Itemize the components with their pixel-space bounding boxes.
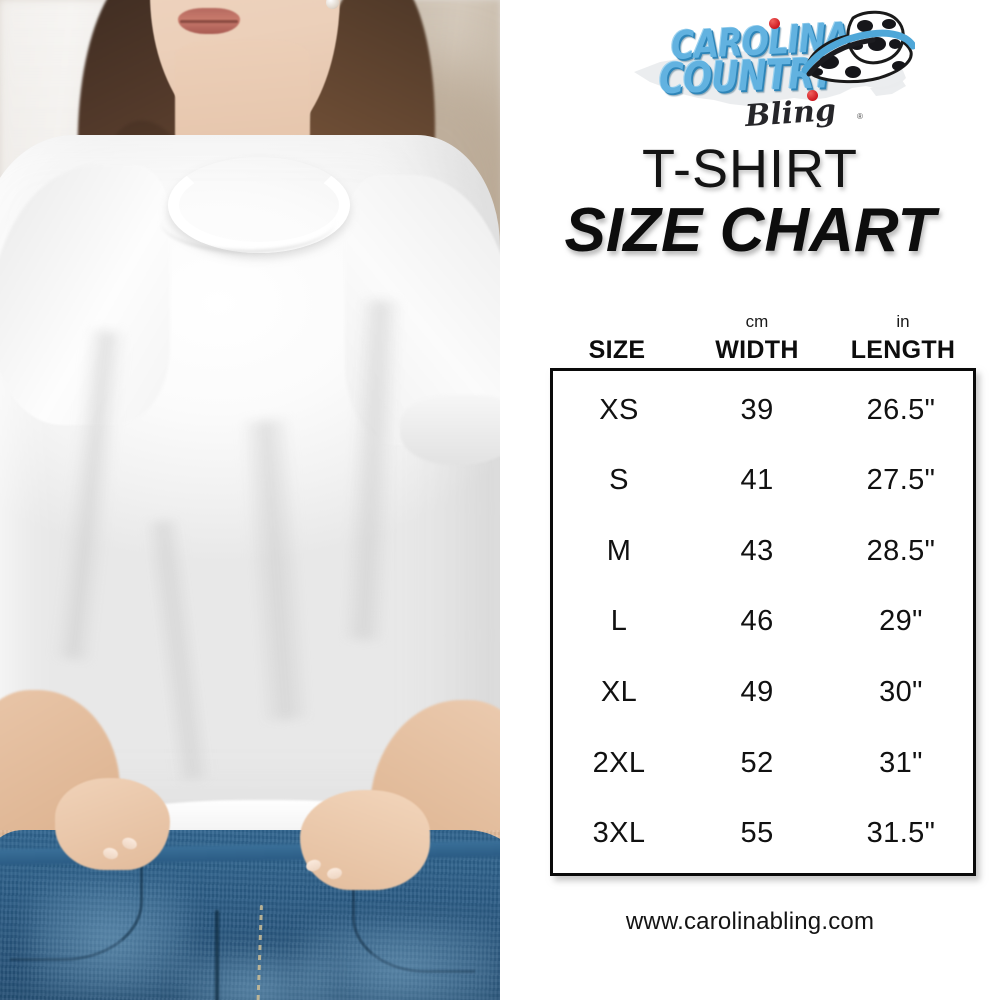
logo-text-bling: Bling [743, 92, 838, 135]
cell-size: 3XL [592, 817, 646, 850]
jeans-pocket-left [10, 862, 143, 961]
model-lips-line [180, 20, 238, 23]
size-chart-table: SIZE cm WIDTH in LENGTH XS 39 26.5" S 41… [550, 312, 976, 876]
cell-length: 26.5" [866, 393, 936, 426]
column-label-length: LENGTH [850, 336, 956, 364]
cell-length: 27.5" [866, 464, 936, 497]
registered-trademark-icon: ® [857, 112, 863, 121]
column-header-width: cm WIDTH [684, 312, 830, 368]
cell-size: L [610, 605, 628, 638]
cell-width: 52 [740, 746, 774, 779]
cell-width: 43 [740, 534, 774, 567]
table-row: 2XL 52 31" [553, 747, 973, 780]
title-tshirt: T-SHIRT [641, 139, 858, 199]
cell-width: 46 [740, 605, 774, 638]
model-hand-right [300, 790, 430, 890]
cell-width: 39 [740, 393, 774, 426]
pearl-earring [326, 0, 339, 9]
denim-fade [180, 950, 330, 1000]
cell-width: 55 [740, 817, 774, 850]
red-dot-accent-icon [769, 18, 780, 29]
cell-size: S [609, 464, 629, 497]
column-label-width: WIDTH [715, 336, 799, 364]
red-dot-accent-icon [807, 90, 818, 101]
model-photo [0, 0, 500, 1000]
cell-size: 2XL [592, 746, 646, 779]
tshirt-sleeve-right [400, 395, 500, 465]
cell-length: 31.5" [866, 817, 936, 850]
column-header-length: in LENGTH [830, 312, 976, 368]
table-row: L 46 29" [553, 605, 973, 638]
cell-size: XS [599, 393, 639, 426]
table-row: XS 39 26.5" [553, 394, 973, 427]
table-header-row: SIZE cm WIDTH in LENGTH [550, 312, 976, 368]
cell-size: XL [600, 676, 638, 709]
brand-logo-art: CAROLINA COUNTRY Bling ® [625, 8, 915, 138]
brand-logo[interactable]: CAROLINA COUNTRY Bling ® [625, 8, 915, 138]
tshirt-collar-shadow [160, 188, 336, 253]
cell-length: 28.5" [866, 534, 936, 567]
cell-width: 41 [740, 464, 774, 497]
page-title: T-SHIRT SIZE CHART [500, 139, 1000, 266]
table-body: XS 39 26.5" S 41 27.5" M 43 28.5" L 46 2… [550, 368, 976, 876]
column-label-size: SIZE [588, 336, 646, 364]
cell-size: M [606, 534, 632, 567]
jeans-pocket-right [352, 880, 475, 973]
table-row: M 43 28.5" [553, 535, 973, 568]
cell-width: 49 [740, 676, 774, 709]
column-unit-width: cm [745, 312, 769, 331]
table-row: XL 49 30" [553, 676, 973, 709]
table-row: 3XL 55 31.5" [553, 817, 973, 850]
cowboy-hat-icon [801, 10, 915, 84]
table-row: S 41 27.5" [553, 464, 973, 497]
jeans-fly [215, 910, 219, 1000]
cell-length: 31" [879, 746, 923, 779]
cell-length: 30" [879, 676, 923, 709]
column-header-size: SIZE [550, 336, 684, 368]
column-unit-length: in [896, 312, 910, 331]
title-size-chart: SIZE CHART [564, 196, 936, 266]
website-url[interactable]: www.carolinabling.com [625, 908, 875, 935]
cell-length: 29" [879, 605, 923, 638]
